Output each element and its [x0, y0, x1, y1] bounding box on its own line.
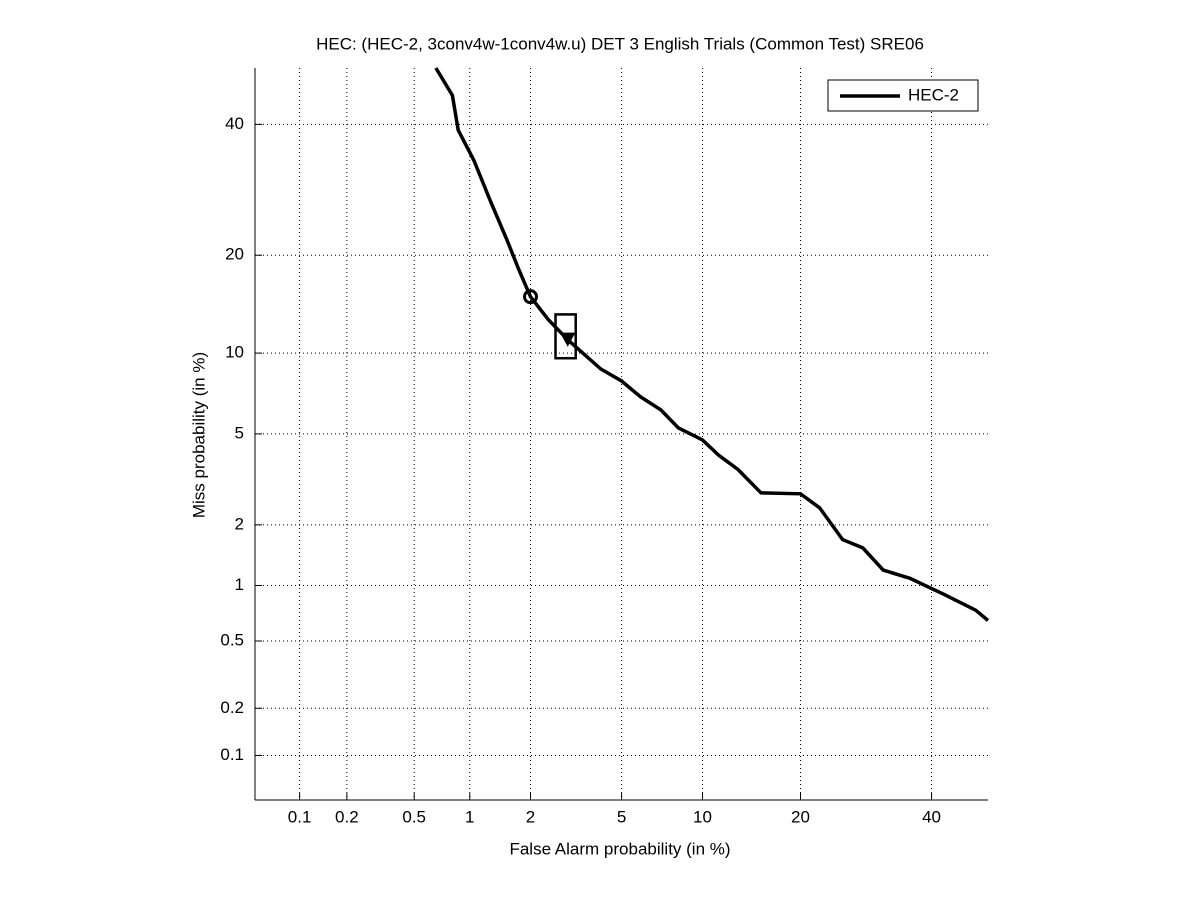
point-circle — [523, 289, 539, 305]
y-tick-label: 10 — [225, 343, 244, 362]
point-triangle — [560, 332, 576, 347]
x-tick-label: 0.2 — [335, 807, 359, 826]
legend-label: HEC-2 — [908, 85, 959, 104]
x-axis-label: False Alarm probability (in %) — [509, 839, 730, 858]
x-tick-label: 1 — [465, 807, 474, 826]
x-tick-label: 40 — [922, 807, 941, 826]
x-tick-label: 2 — [526, 807, 535, 826]
x-tick-label: 10 — [693, 807, 712, 826]
y-tick-label: 0.1 — [220, 745, 244, 764]
y-tick-label: 1 — [235, 575, 244, 594]
series-line — [434, 67, 990, 622]
y-tick-label: 20 — [225, 245, 244, 264]
confidence-box — [554, 313, 577, 360]
y-axis-label: Miss probability (in %) — [189, 352, 208, 518]
x-tick-label: 5 — [617, 807, 626, 826]
y-tick-label: 2 — [235, 514, 244, 533]
y-tick-label: 0.2 — [220, 698, 244, 717]
y-tick-label: 0.5 — [220, 630, 244, 649]
chart-title: HEC: (HEC-2, 3conv4w-1conv4w.u) DET 3 En… — [316, 34, 924, 53]
x-tick-label: 0.5 — [402, 807, 426, 826]
y-tick-label: 5 — [235, 423, 244, 442]
y-tick-label: 40 — [225, 114, 244, 133]
x-tick-label: 0.1 — [288, 807, 312, 826]
x-tick-label: 20 — [791, 807, 810, 826]
